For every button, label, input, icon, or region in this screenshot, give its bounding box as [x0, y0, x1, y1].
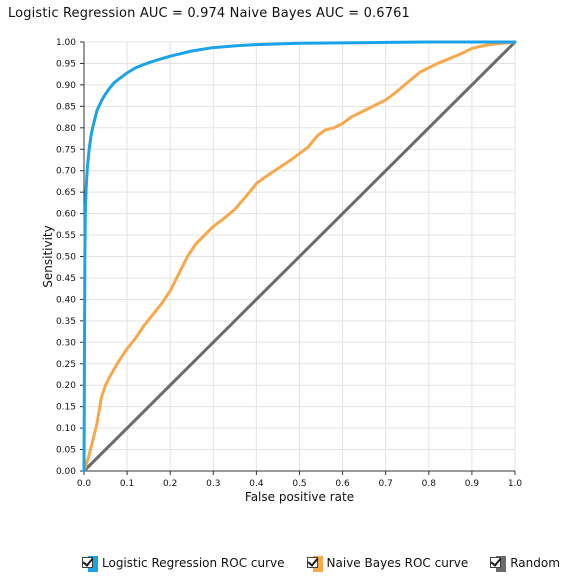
y-tick-label: 0.05: [56, 446, 76, 456]
y-tick-label: 0.65: [56, 188, 76, 198]
x-tick-label: 0.9: [465, 479, 480, 489]
y-tick-label: 0.85: [56, 102, 76, 112]
y-tick-label: 0.25: [56, 360, 76, 370]
y-tick-label: 0.00: [56, 467, 76, 477]
y-tick-label: 0.45: [56, 274, 76, 284]
legend-color: [88, 555, 98, 572]
x-tick-label: 0.1: [120, 479, 134, 489]
legend-swatch: [306, 555, 323, 572]
legend-label: Logistic Regression ROC curve: [102, 556, 285, 570]
y-tick-label: 0.90: [56, 81, 76, 91]
legend-swatch: [82, 555, 98, 572]
x-tick-label: 0.0: [77, 479, 92, 489]
y-tick-label: 0.95: [56, 59, 76, 69]
y-tick-label: 0.50: [56, 253, 76, 263]
x-tick-label: 0.4: [249, 479, 264, 489]
logistic-regression-roc-line: [82, 40, 517, 473]
legend: Logistic Regression ROC curve Naive Baye…: [82, 553, 560, 573]
y-tick-label: 0.60: [56, 210, 76, 220]
x-tick-label: 0.5: [292, 479, 306, 489]
legend-swatch: [490, 555, 507, 572]
roc-chart: 0.0 0.1 0.2 0.3 0.4 0.5 0.6 0.7 0.8 0.9 1.0 0.00 0.0…: [41, 38, 522, 504]
random-baseline-line: [82, 40, 517, 473]
legend-color: [496, 555, 507, 572]
y-tick-label: 0.75: [56, 145, 76, 155]
y-tick-label: 0.10: [56, 424, 76, 434]
label-layer: False positive rate Sensitivity: [41, 225, 354, 504]
checkbox-checked-icon[interactable]: [306, 556, 318, 568]
legend-item-random[interactable]: Random: [490, 555, 560, 572]
x-tick-label: 0.2: [163, 479, 177, 489]
y-axis-label: Sensitivity: [41, 225, 55, 287]
legend-label: Naive Bayes ROC curve: [326, 556, 469, 570]
y-tick-label: 0.40: [56, 295, 76, 305]
x-tick-label: 0.3: [206, 479, 220, 489]
legend-color: [312, 555, 323, 572]
naive-bayes-roc-line: [82, 40, 517, 473]
y-tick-label: 0.35: [56, 317, 76, 327]
y-tick-label: 0.30: [56, 338, 76, 348]
x-tick-label: 0.6: [335, 479, 350, 489]
legend-item-logistic-regression[interactable]: Logistic Regression ROC curve: [82, 555, 285, 572]
legend-label: Random: [510, 556, 560, 570]
x-tick-label: 1.0: [508, 479, 523, 489]
checkbox-checked-icon[interactable]: [82, 556, 93, 568]
axis-layer: 0.0 0.1 0.2 0.3 0.4 0.5 0.6 0.7 0.8 0.9 1.0 0.00 0.0…: [56, 38, 522, 489]
x-axis-label: False positive rate: [245, 490, 354, 504]
x-tick-label: 0.8: [422, 479, 437, 489]
chart-title: Logistic Regression AUC = 0.974 Naive Ba…: [8, 6, 410, 21]
series-layer: [82, 40, 517, 473]
y-tick-label: 0.80: [56, 124, 76, 134]
y-tick-label: 0.20: [56, 381, 76, 391]
x-tick-label: 0.7: [379, 479, 393, 489]
y-tick-label: 0.15: [56, 403, 76, 413]
y-tick-label: 0.55: [56, 231, 76, 241]
legend-item-naive-bayes[interactable]: Naive Bayes ROC curve: [306, 555, 469, 572]
checkbox-checked-icon[interactable]: [490, 556, 502, 568]
y-tick-label: 0.70: [56, 167, 76, 177]
y-tick-label: 1.00: [56, 38, 76, 48]
